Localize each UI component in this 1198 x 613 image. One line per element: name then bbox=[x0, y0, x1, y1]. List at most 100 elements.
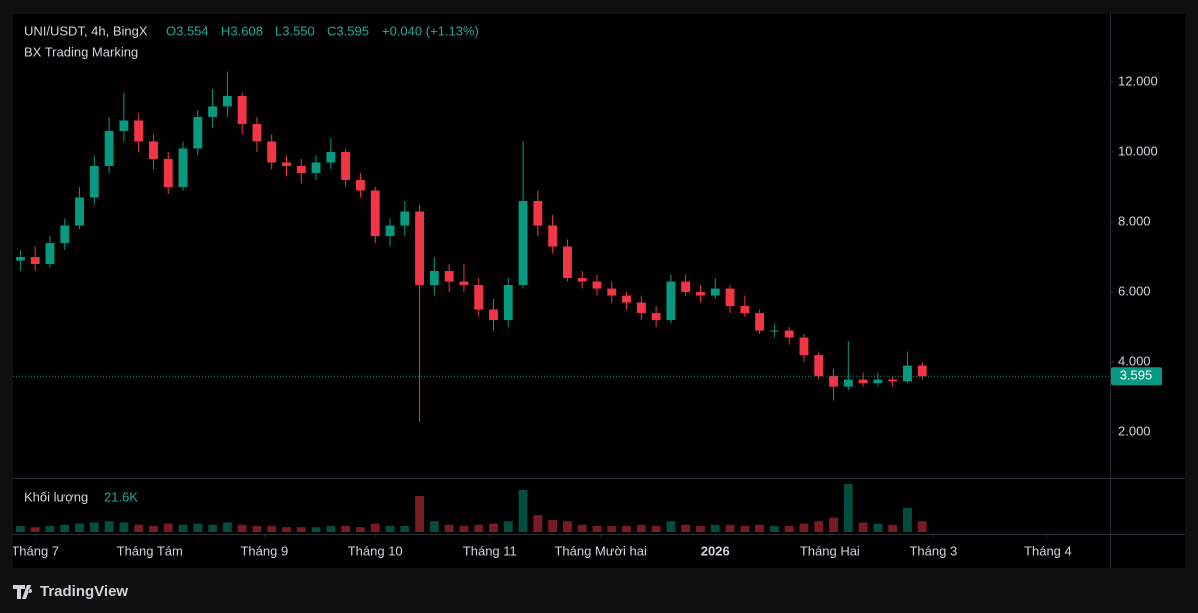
candle-body bbox=[370, 190, 380, 237]
x-tick-label: Tháng 9 bbox=[240, 543, 288, 558]
volume-bar bbox=[429, 521, 439, 532]
volume-bar bbox=[607, 526, 617, 532]
last-price-label: 3.595 bbox=[1120, 368, 1153, 383]
x-tick-label: Tháng 7 bbox=[11, 543, 59, 558]
y-tick-label: 10.000 bbox=[1118, 143, 1158, 158]
volume-bar bbox=[769, 526, 779, 532]
candle-body bbox=[592, 281, 602, 289]
y-tick-label: 4.000 bbox=[1118, 354, 1151, 369]
volume-bar bbox=[163, 523, 173, 532]
candle-body bbox=[15, 257, 25, 261]
y-tick-label: 2.000 bbox=[1118, 424, 1151, 439]
volume-bar bbox=[814, 521, 824, 532]
candle-body bbox=[858, 379, 868, 384]
legend-header: UNI/USDT, 4h, BingX O3.554 H3.608 L3.550… bbox=[24, 23, 479, 504]
candle-body bbox=[355, 179, 365, 191]
candle-body bbox=[533, 201, 543, 226]
volume-bar bbox=[178, 524, 188, 532]
candle-body bbox=[429, 271, 439, 286]
candle-body bbox=[134, 120, 144, 142]
candle-body bbox=[489, 309, 498, 321]
x-tick-label: Tháng 3 bbox=[909, 543, 957, 558]
x-tick-label: Tháng Hai bbox=[800, 543, 860, 558]
candle-body bbox=[740, 306, 750, 314]
volume-bar bbox=[193, 523, 203, 532]
volume-label[interactable]: Khối lượng bbox=[24, 489, 88, 504]
candle-body bbox=[208, 106, 218, 117]
candle-body bbox=[282, 162, 291, 166]
candle-body bbox=[237, 95, 247, 124]
candle-body bbox=[267, 141, 277, 163]
symbol[interactable]: UNI/USDT, 4h, BingX bbox=[24, 23, 148, 38]
volume-bar bbox=[104, 521, 114, 532]
candle-body bbox=[518, 201, 528, 286]
volume-bar bbox=[474, 524, 484, 532]
volume-bar bbox=[267, 526, 277, 532]
volume-bar bbox=[208, 524, 218, 532]
candle-body bbox=[252, 123, 262, 142]
y-tick-label: 8.000 bbox=[1118, 213, 1151, 228]
volume-bar bbox=[296, 527, 306, 532]
volume-bar bbox=[370, 523, 380, 532]
volume-bar bbox=[15, 526, 25, 532]
candle-body bbox=[30, 257, 40, 265]
volume-bar bbox=[119, 522, 129, 532]
ohlc-change: +0.040 (+1.13%) bbox=[382, 23, 479, 38]
candle-body bbox=[149, 141, 158, 159]
plot-area: Tháng 7 Tháng Tám Tháng 9 Tháng 10 Tháng 11 T… bbox=[11, 71, 1110, 558]
volume-bar bbox=[917, 521, 927, 532]
candle-body bbox=[651, 313, 661, 321]
axis-layer: 2.000 4.000 6.000 8.000 10.000 12.000 3.595 bbox=[1110, 73, 1162, 439]
volume-bar bbox=[341, 526, 351, 532]
ohlc-low: L3.550 bbox=[275, 23, 315, 38]
volume-bar bbox=[888, 524, 898, 532]
candle-body bbox=[622, 295, 631, 303]
volume-bar bbox=[533, 515, 543, 532]
y-tick-label: 12.000 bbox=[1118, 73, 1158, 88]
candle-body bbox=[814, 355, 824, 377]
candle-body bbox=[873, 379, 883, 384]
candle-body bbox=[829, 376, 838, 387]
volume-value: 21.6K bbox=[104, 489, 138, 504]
candle-body bbox=[903, 365, 912, 382]
volume-bar bbox=[222, 522, 232, 532]
logo-icon bbox=[13, 585, 33, 599]
volume-bar bbox=[60, 524, 70, 532]
candle-body bbox=[222, 95, 232, 107]
volume-bar bbox=[45, 526, 55, 532]
candle-body bbox=[474, 285, 484, 310]
brand-name: TradingView bbox=[40, 583, 128, 600]
volume-bar bbox=[592, 526, 602, 532]
volume-bar bbox=[681, 524, 691, 532]
volume-bar bbox=[740, 526, 750, 532]
x-tick-label: Tháng Tám bbox=[117, 543, 183, 558]
volume-bar bbox=[843, 484, 853, 532]
volume-bar bbox=[444, 524, 454, 532]
candle-body bbox=[459, 281, 469, 286]
candle-body bbox=[119, 120, 129, 131]
volume-bar bbox=[326, 526, 336, 532]
volume-bar bbox=[489, 523, 498, 532]
ohlc-close: C3.595 bbox=[327, 23, 369, 38]
x-tick-label: Tháng 11 bbox=[463, 543, 517, 558]
x-tick-label: Tháng Mười hai bbox=[554, 543, 646, 558]
candle-body bbox=[843, 379, 853, 387]
candle-body bbox=[178, 148, 188, 187]
candle-body bbox=[799, 337, 809, 356]
volume-bar bbox=[651, 526, 661, 532]
volume-bar bbox=[134, 524, 144, 532]
chart-panel bbox=[13, 14, 1185, 568]
brand-logo[interactable]: TradingView bbox=[13, 583, 128, 600]
candle-body bbox=[89, 165, 99, 198]
volume-bar bbox=[311, 527, 321, 532]
candle-body bbox=[311, 162, 321, 173]
x-tick-label: Tháng 10 bbox=[348, 543, 403, 558]
indicator-name[interactable]: BX Trading Marking bbox=[24, 44, 138, 59]
volume-bar bbox=[252, 526, 262, 532]
candle-body bbox=[193, 116, 203, 149]
candle-body bbox=[503, 285, 513, 321]
volume-bar bbox=[784, 526, 794, 532]
volume-bar bbox=[636, 524, 646, 532]
volume-bar bbox=[459, 526, 469, 532]
volume-bar bbox=[710, 524, 720, 532]
